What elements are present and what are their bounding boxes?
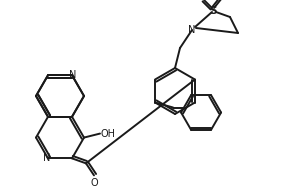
Text: O: O [90, 178, 98, 188]
Text: OH: OH [101, 129, 115, 139]
Text: N: N [69, 70, 77, 80]
Text: N: N [188, 25, 196, 35]
Text: O: O [194, 0, 202, 1]
Text: S: S [209, 6, 217, 16]
Text: N: N [43, 153, 51, 163]
